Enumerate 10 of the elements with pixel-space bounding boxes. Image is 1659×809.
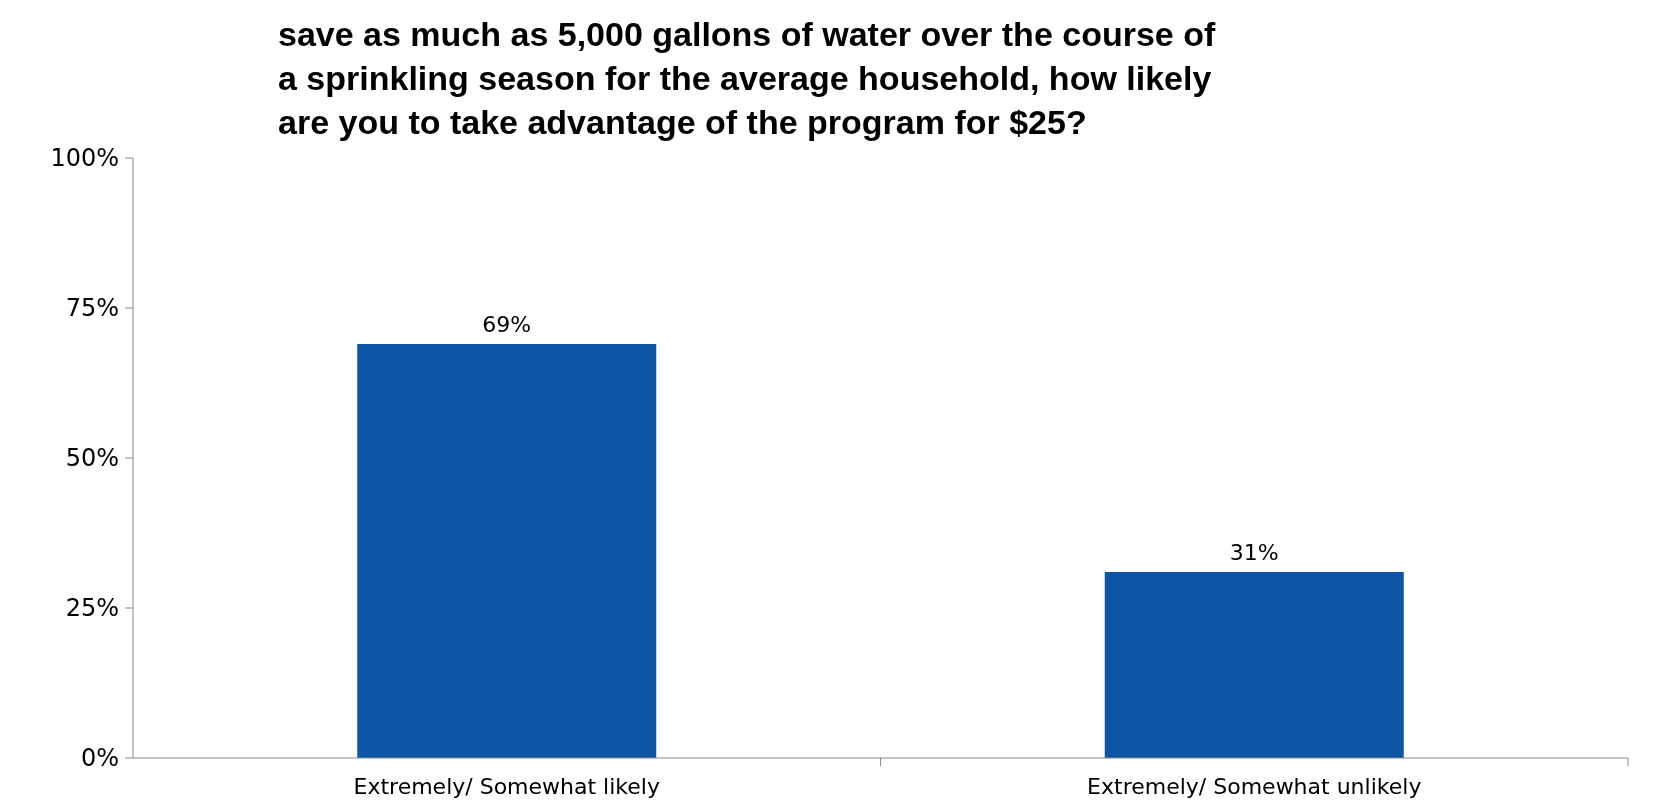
y-tick-label: 0% bbox=[80, 744, 119, 773]
y-tick-label: 75% bbox=[65, 294, 119, 323]
y-tick-label: 100% bbox=[50, 144, 119, 173]
y-tick-label: 25% bbox=[65, 594, 119, 623]
data-label: 31% bbox=[1229, 540, 1279, 565]
chart-title: save as much as 5,000 gallons of water over the course of a sprinkling season for the average household, how likely are you to take advantage of the program for $25? bbox=[278, 15, 1216, 141]
x-tick-label: Extremely/ Somewhat likely bbox=[353, 774, 660, 799]
y-tick-label: 50% bbox=[65, 444, 119, 473]
x-tick-label: Extremely/ Somewhat unlikely bbox=[1087, 774, 1422, 799]
data-label: 69% bbox=[482, 312, 532, 337]
